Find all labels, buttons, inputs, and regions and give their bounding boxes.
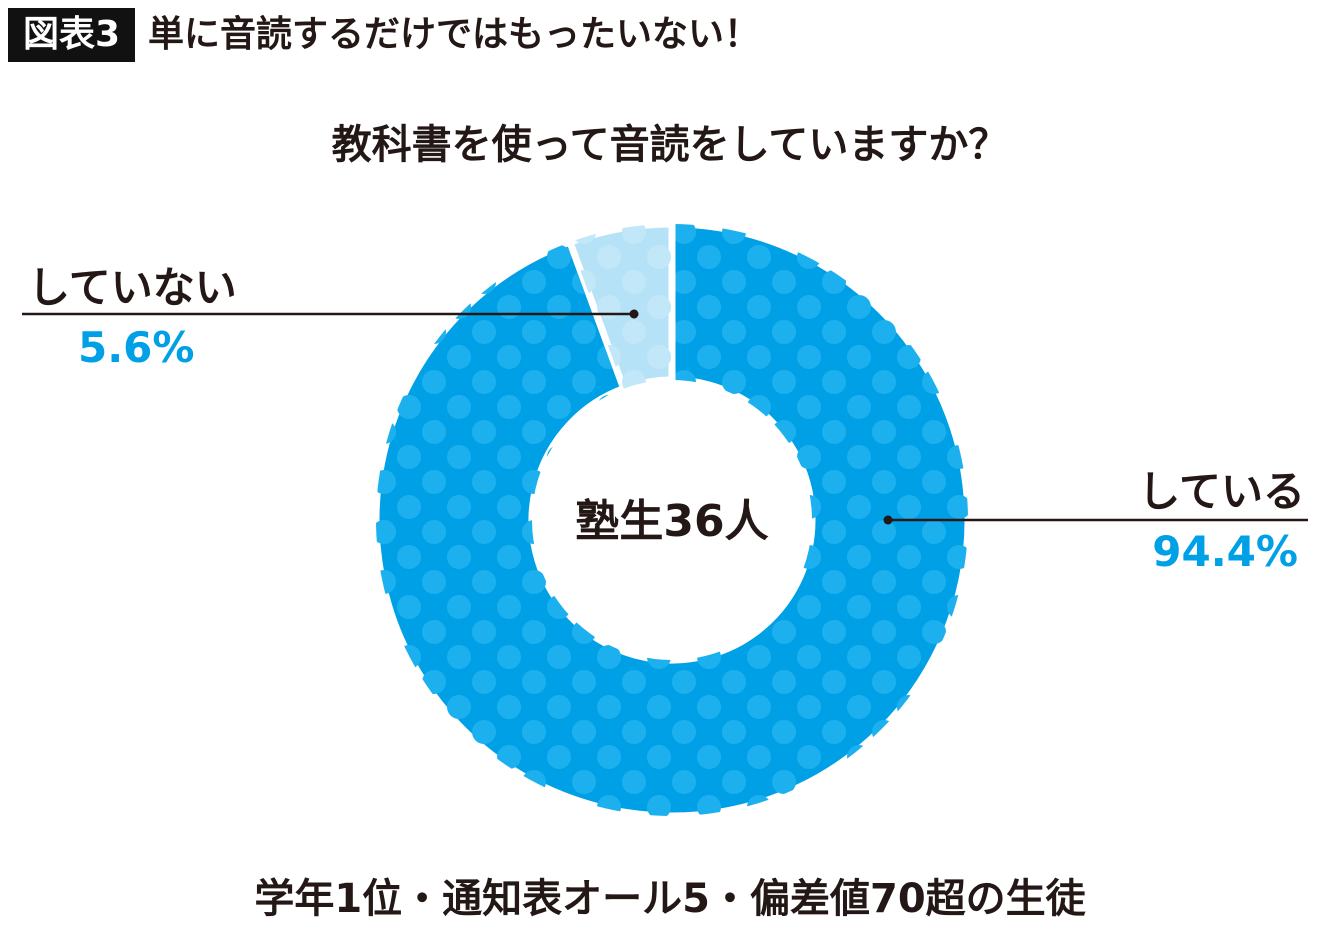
slice-pattern-1	[569, 224, 672, 389]
figure-badge: 図表3	[8, 8, 135, 62]
center-label: 塾生36人	[575, 496, 768, 547]
category-label-0: している	[1138, 467, 1305, 516]
value-label-0: 94.4%	[1152, 527, 1298, 576]
leader-dot-0	[883, 515, 893, 525]
slice-pattern-0	[376, 224, 968, 816]
chart-title: 教科書を使って音読をしていますか？	[331, 122, 1009, 168]
value-label-1: 5.6%	[78, 323, 194, 372]
chart-footnote: 学年1位・通知表オール5・偏差値70超の生徒	[254, 876, 1086, 922]
category-label-1: していない	[28, 263, 237, 312]
figure-title: 単に音読するだけではもったいない！	[148, 14, 761, 55]
leader-dot-1	[629, 309, 639, 319]
